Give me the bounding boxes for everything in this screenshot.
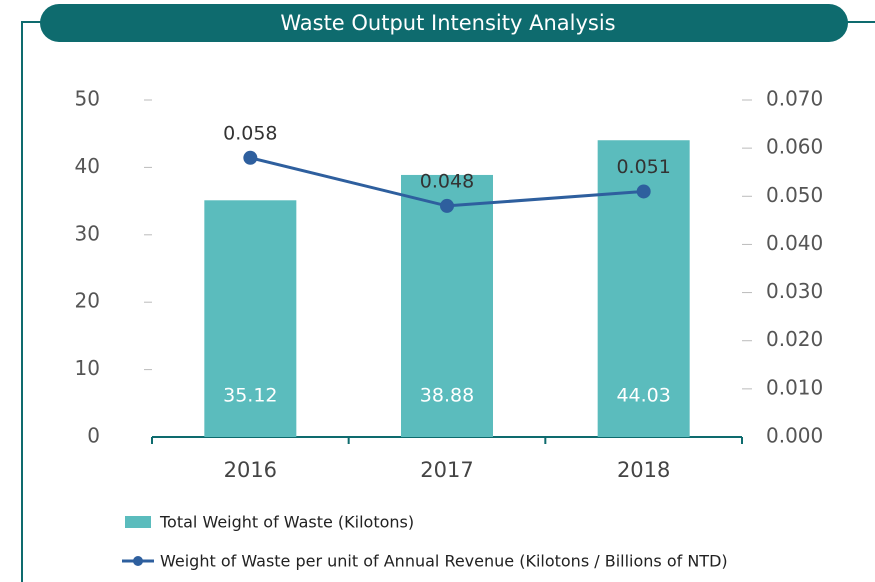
legend-marker xyxy=(133,556,143,566)
line-value-label: 0.058 xyxy=(223,122,277,144)
frame xyxy=(21,21,875,582)
y2-tick-label: 0.010 xyxy=(766,375,823,399)
line-point xyxy=(636,184,651,199)
y2-tick-label: 0.060 xyxy=(766,135,823,159)
bar xyxy=(204,200,297,437)
y2-tick-label: 0.030 xyxy=(766,279,823,303)
bar xyxy=(401,174,493,438)
y-tick-label: 30 xyxy=(75,221,100,245)
y2-tick-label: 0.040 xyxy=(766,231,823,255)
y-tick-label: 20 xyxy=(75,289,100,313)
chart-title: Waste Output Intensity Analysis xyxy=(280,11,615,35)
x-tick-label: 2016 xyxy=(224,458,277,482)
y-tick-label: 10 xyxy=(75,356,100,380)
title-banner xyxy=(40,4,848,42)
y-tick-label: 0 xyxy=(87,424,100,448)
y-tick-label: 50 xyxy=(75,87,100,111)
y2-tick-label: 0.020 xyxy=(766,327,823,351)
legend-label: Total Weight of Waste (Kilotons) xyxy=(159,513,414,532)
line-value-label: 0.051 xyxy=(616,156,670,178)
line-point xyxy=(243,150,258,165)
y2-tick-label: 0.000 xyxy=(766,424,823,448)
bar-value-label: 38.88 xyxy=(420,385,474,407)
x-tick-label: 2018 xyxy=(617,458,670,482)
line-point xyxy=(440,198,454,213)
line-value-label: 0.048 xyxy=(420,170,474,192)
y2-tick-label: 0.050 xyxy=(766,183,823,207)
legend-swatch xyxy=(125,516,151,528)
y2-tick-label: 0.070 xyxy=(766,87,823,111)
y-tick-label: 40 xyxy=(75,154,100,178)
x-tick-label: 2017 xyxy=(420,458,473,482)
legend-label: Weight of Waste per unit of Annual Reven… xyxy=(160,552,728,571)
bar-value-label: 35.12 xyxy=(223,385,277,407)
bar-value-label: 44.03 xyxy=(616,385,670,407)
